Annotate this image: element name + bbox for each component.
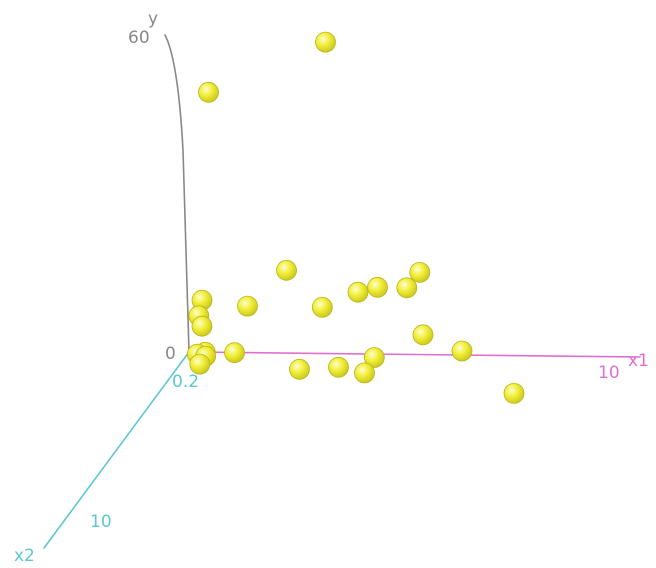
data-point-8: [311, 296, 333, 318]
data-point-22: [328, 356, 349, 378]
data-point-10: [367, 276, 388, 298]
x2-axis-label: x2: [14, 546, 35, 566]
data-point-3: [276, 259, 297, 281]
x2-axis-line: [43, 351, 190, 549]
points-layer: [186, 31, 525, 404]
y-axis-label: y: [148, 9, 158, 29]
data-point-19: [189, 353, 211, 375]
axes-group: y 60 0 x1 10 x2 0.2 10: [14, 9, 649, 566]
y-tick-0: 0: [165, 344, 176, 364]
data-point-14: [451, 340, 473, 362]
data-point-21: [289, 358, 310, 380]
x2-tick-0-2: 0.2: [172, 372, 199, 392]
x1-tick-10: 10: [598, 363, 620, 383]
data-point-7: [191, 315, 213, 337]
y-axis-line: [164, 34, 190, 353]
data-point-12: [409, 261, 431, 283]
data-point-24: [503, 382, 525, 404]
data-point-11: [396, 277, 418, 299]
data-point-2: [198, 81, 219, 103]
data-point-23: [354, 362, 375, 384]
data-point-9: [347, 281, 369, 303]
data-point-1: [315, 31, 336, 53]
data-point-16: [224, 342, 245, 364]
y-tick-60: 60: [128, 28, 150, 48]
x2-tick-10: 10: [90, 512, 112, 532]
data-point-5: [237, 295, 258, 317]
data-point-20: [363, 347, 385, 368]
x1-axis-line: [188, 351, 641, 358]
data-point-13: [412, 324, 434, 346]
x1-axis-label: x1: [628, 351, 649, 371]
